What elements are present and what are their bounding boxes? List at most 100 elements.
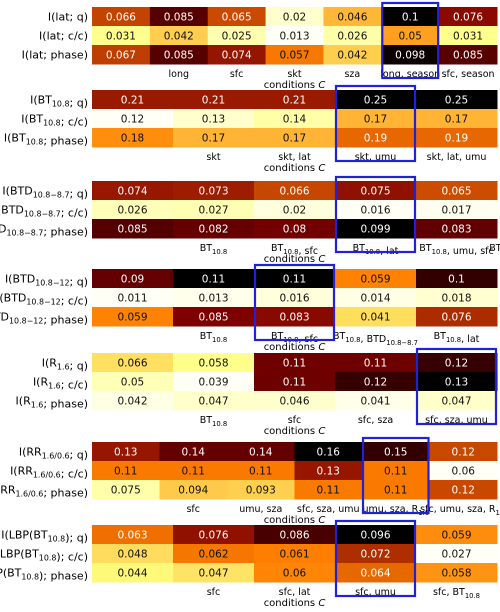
heatmap-cell xyxy=(92,461,160,481)
cell-value: 0.16 xyxy=(317,447,341,459)
cell-value: 0.075 xyxy=(111,485,141,497)
column-label: BT10.8, lat xyxy=(434,331,480,345)
column-label: long, season xyxy=(380,69,440,80)
heatmap-cell xyxy=(335,372,417,392)
heatmap-cell xyxy=(335,563,417,583)
cell-value: 0.083 xyxy=(441,224,471,236)
cell-value: 0.14 xyxy=(182,447,206,459)
cell-value: 0.085 xyxy=(453,50,483,62)
heatmap-cell xyxy=(416,288,498,308)
heatmap-panel-3: 0.074 0.073 0.066 0.075 0.065 0.026 0.027 0.02 0… xyxy=(0,175,500,265)
heatmap-cell xyxy=(92,544,174,564)
x-axis-label: conditions C xyxy=(264,515,326,526)
heatmap-panel-5: 0.066 0.058 0.11 0.11 0.12 0.05 0.039 0.11 0.12 0… xyxy=(16,347,498,437)
cell-value: 0.21 xyxy=(202,95,225,107)
cell-value: 0.02 xyxy=(283,12,306,24)
heatmap-cell xyxy=(173,128,255,148)
cell-value: 0.08 xyxy=(283,224,306,236)
column-label: sfc, sza, umu xyxy=(297,504,360,515)
cell-value: 0.085 xyxy=(164,12,194,24)
row-label: I(BTD10.8−12; phase) xyxy=(0,311,88,327)
cell-value: 0.12 xyxy=(121,114,144,126)
heatmap-cell xyxy=(173,90,255,110)
heatmap-cell xyxy=(254,391,336,411)
heatmap-cell xyxy=(416,525,498,545)
heatmap-cell xyxy=(335,544,417,564)
column-label: BT10.8, lat xyxy=(353,243,399,257)
cell-value: 0.086 xyxy=(279,530,309,542)
heatmap-cell xyxy=(416,391,498,411)
column-label: skt, lat, umu xyxy=(427,152,487,163)
cell-value: 0.059 xyxy=(441,530,471,542)
cell-value: 0.031 xyxy=(106,31,136,43)
cell-value: 0.05 xyxy=(121,377,144,389)
heatmap-cell xyxy=(173,372,255,392)
cell-value: 0.085 xyxy=(198,312,228,324)
cell-value: 0.026 xyxy=(117,205,147,217)
heatmap-cell xyxy=(416,128,498,148)
heatmap-cell xyxy=(92,391,174,411)
heatmap-cell xyxy=(335,391,417,411)
heatmap-panel-4: 0.09 0.11 0.11 0.059 0.1 0.011 0.013 0.016 0.014… xyxy=(0,263,498,353)
cell-value: 0.21 xyxy=(121,95,144,107)
column-label: BT10.8 xyxy=(200,331,228,344)
column-label: sfc, sza, umu xyxy=(425,415,488,426)
heatmap-cell xyxy=(416,307,498,327)
heatmap-cell xyxy=(362,480,430,500)
cell-value: 0.042 xyxy=(117,396,147,408)
column-label: BT10.8, sfc xyxy=(271,243,318,257)
cell-value: 0.013 xyxy=(279,31,309,43)
cell-value: 0.062 xyxy=(198,549,228,561)
heatmap-cell xyxy=(381,26,440,46)
cell-value: 0.027 xyxy=(198,205,228,217)
heatmap-cell xyxy=(416,563,498,583)
heatmap-cell xyxy=(265,45,324,65)
row-label: I(RR1.6/0.6; q) xyxy=(19,446,88,462)
column-label: skt, umu xyxy=(355,152,397,163)
row-label: I(RR1.6/0.6; phase) xyxy=(0,484,88,500)
cell-value: 0.059 xyxy=(360,274,390,286)
heatmap-cell xyxy=(254,109,336,129)
cell-value: 0.12 xyxy=(452,447,475,459)
heatmap-cell xyxy=(159,442,228,462)
cell-value: 0.21 xyxy=(283,95,306,107)
heatmap-cell xyxy=(254,563,336,583)
cell-value: 0.076 xyxy=(453,12,483,24)
cell-value: 0.11 xyxy=(249,466,272,478)
row-label: I(BT10.8; q) xyxy=(30,94,88,110)
heatmap-cell xyxy=(335,181,417,201)
heatmap-cell xyxy=(149,45,209,65)
heatmap-cell xyxy=(254,353,336,373)
cell-value: 0.044 xyxy=(117,568,147,580)
cell-value: 0.016 xyxy=(279,293,309,305)
cell-value: 0.076 xyxy=(198,530,228,542)
cell-value: 0.047 xyxy=(198,396,228,408)
cell-value: 0.14 xyxy=(283,114,307,126)
cell-value: 0.12 xyxy=(445,358,468,370)
heatmap-cell xyxy=(381,45,440,65)
cell-value: 0.17 xyxy=(283,133,306,145)
cell-value: 0.039 xyxy=(198,377,228,389)
cell-value: 0.073 xyxy=(198,186,228,198)
cell-value: 0.047 xyxy=(198,568,228,580)
cell-value: 0.064 xyxy=(360,568,390,580)
column-label: sfc, BT10.8 xyxy=(433,587,480,600)
cell-value: 0.074 xyxy=(117,186,147,198)
cell-value: 0.19 xyxy=(445,133,468,145)
heatmap-cell xyxy=(254,372,336,392)
cell-value: 0.25 xyxy=(445,95,468,107)
heatmap-cell xyxy=(323,7,382,27)
x-axis-label: conditions C xyxy=(264,163,326,174)
heatmap-cell xyxy=(254,128,336,148)
heatmap-cell xyxy=(173,307,255,327)
cell-value: 0.098 xyxy=(395,50,425,62)
cell-value: 0.067 xyxy=(106,50,136,62)
highlight-box xyxy=(415,347,498,426)
heatmap-cell xyxy=(254,269,336,289)
highlight-box xyxy=(361,436,430,515)
highlight-box xyxy=(334,175,417,254)
cell-value: 0.12 xyxy=(364,377,387,389)
cell-value: 0.057 xyxy=(279,50,309,62)
cell-value: 0.059 xyxy=(117,312,147,324)
